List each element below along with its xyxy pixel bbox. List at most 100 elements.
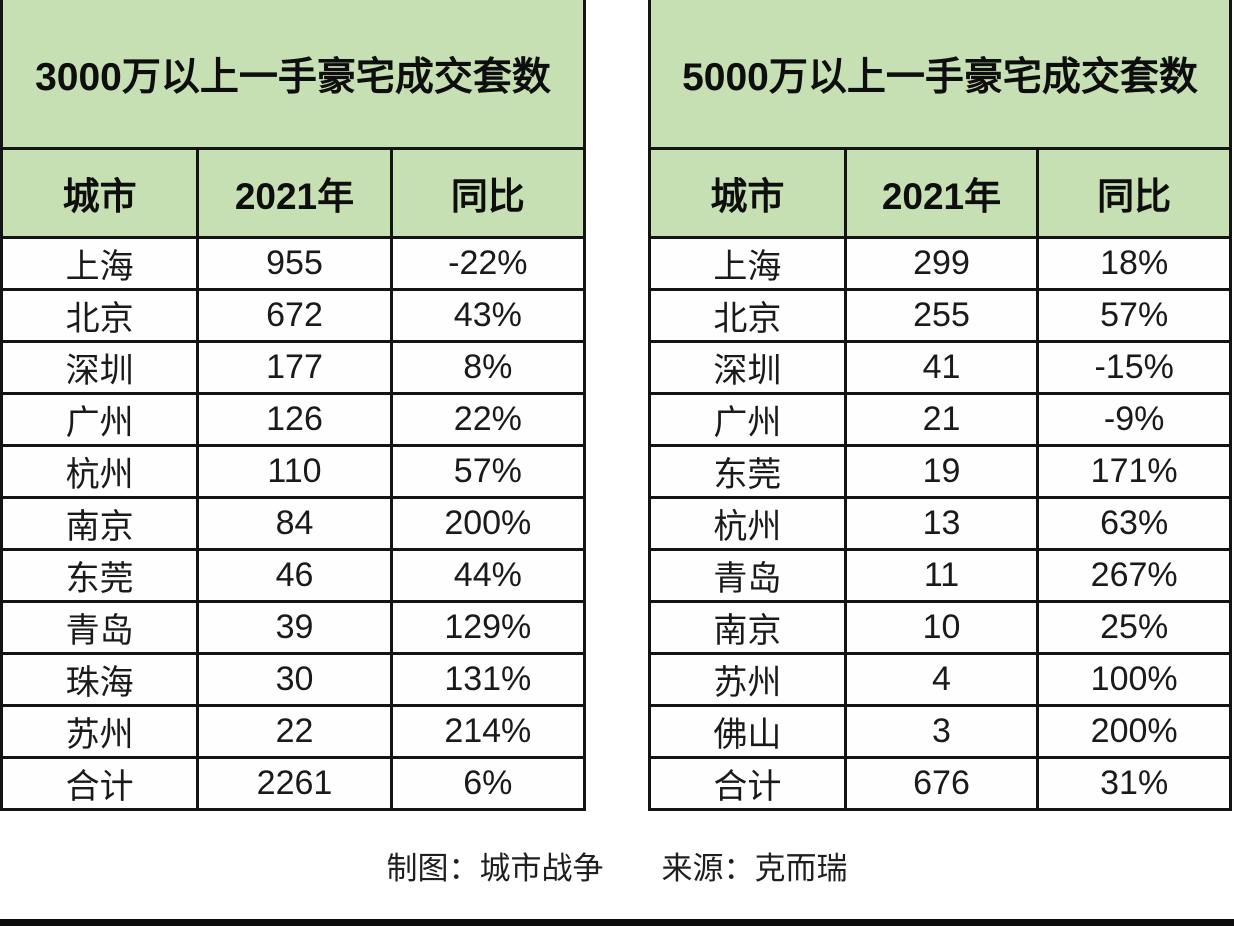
table-row: 苏州 4 100% (651, 652, 1229, 704)
city-cell: 苏州 (3, 707, 197, 756)
count-2021-cell: 2261 (196, 759, 390, 808)
yoy-cell: 8% (389, 343, 583, 392)
city-cell: 杭州 (3, 447, 197, 496)
table-row: 深圳 177 8% (3, 340, 583, 392)
table-row: 广州 126 22% (3, 392, 583, 444)
yoy-cell: 25% (1036, 603, 1229, 652)
footer-source: 来源：克而瑞 (661, 850, 848, 886)
city-cell: 青岛 (651, 551, 844, 600)
table-row: 上海 299 18% (651, 236, 1229, 288)
count-2021-cell: 84 (196, 499, 390, 548)
yoy-cell: 100% (1036, 655, 1229, 704)
yoy-cell: 267% (1036, 551, 1229, 600)
city-cell: 合计 (651, 759, 844, 808)
yoy-cell: -15% (1036, 343, 1229, 392)
count-2021-cell: 955 (196, 239, 390, 288)
city-cell: 东莞 (3, 551, 197, 600)
column-header: 2021年 (843, 150, 1037, 236)
yoy-cell: 22% (389, 395, 583, 444)
city-cell: 珠海 (3, 655, 197, 704)
yoy-cell: -9% (1036, 395, 1229, 444)
table-header-row: 城市 2021年 同比 (3, 147, 583, 236)
yoy-cell: 57% (1036, 291, 1229, 340)
yoy-cell: 44% (389, 551, 583, 600)
count-2021-cell: 255 (843, 291, 1037, 340)
city-cell: 佛山 (651, 707, 844, 756)
count-2021-cell: 21 (843, 395, 1037, 444)
city-cell: 东莞 (651, 447, 844, 496)
yoy-cell: 43% (389, 291, 583, 340)
count-2021-cell: 19 (843, 447, 1037, 496)
count-2021-cell: 299 (843, 239, 1037, 288)
city-cell: 广州 (3, 395, 197, 444)
count-2021-cell: 4 (843, 655, 1037, 704)
table-row: 东莞 46 44% (3, 548, 583, 600)
city-cell: 南京 (651, 603, 844, 652)
table-row: 东莞 19 171% (651, 444, 1229, 496)
table-header-row: 城市 2021年 同比 (651, 147, 1229, 236)
count-2021-cell: 22 (196, 707, 390, 756)
table-row: 合计 2261 6% (3, 756, 583, 808)
table-row: 青岛 39 129% (3, 600, 583, 652)
yoy-cell: 214% (389, 707, 583, 756)
count-2021-cell: 177 (196, 343, 390, 392)
city-cell: 苏州 (651, 655, 844, 704)
city-cell: 合计 (3, 759, 197, 808)
city-cell: 北京 (651, 291, 844, 340)
column-header: 城市 (3, 150, 197, 236)
yoy-cell: -22% (389, 239, 583, 288)
table-row: 北京 672 43% (3, 288, 583, 340)
table-50m-luxury: 5000万以上一手豪宅成交套数 城市 2021年 同比 上海 299 18% 北京 255 5… (648, 0, 1232, 811)
yoy-cell: 18% (1036, 239, 1229, 288)
column-header: 同比 (1036, 150, 1229, 236)
yoy-cell: 57% (389, 447, 583, 496)
table-row: 杭州 13 63% (651, 496, 1229, 548)
table-row: 南京 84 200% (3, 496, 583, 548)
table-row: 广州 21 -9% (651, 392, 1229, 444)
yoy-cell: 31% (1036, 759, 1229, 808)
column-header: 同比 (389, 150, 583, 236)
count-2021-cell: 13 (843, 499, 1037, 548)
city-cell: 上海 (3, 239, 197, 288)
count-2021-cell: 672 (196, 291, 390, 340)
count-2021-cell: 11 (843, 551, 1037, 600)
count-2021-cell: 3 (843, 707, 1037, 756)
table-30m-luxury: 3000万以上一手豪宅成交套数 城市 2021年 同比 上海 955 -22% 北京 672… (0, 0, 586, 811)
column-header: 2021年 (196, 150, 390, 236)
yoy-cell: 200% (389, 499, 583, 548)
table-row: 珠海 30 131% (3, 652, 583, 704)
city-cell: 杭州 (651, 499, 844, 548)
table-row: 青岛 11 267% (651, 548, 1229, 600)
city-cell: 上海 (651, 239, 844, 288)
yoy-cell: 131% (389, 655, 583, 704)
count-2021-cell: 126 (196, 395, 390, 444)
table-row: 佛山 3 200% (651, 704, 1229, 756)
city-cell: 广州 (651, 395, 844, 444)
yoy-cell: 63% (1036, 499, 1229, 548)
footer: 制图：城市战争 来源：克而瑞 (0, 811, 1234, 919)
count-2021-cell: 110 (196, 447, 390, 496)
footer-credit: 制图：城市战争 (386, 850, 604, 886)
table-row: 南京 10 25% (651, 600, 1229, 652)
table-title: 3000万以上一手豪宅成交套数 (3, 0, 583, 147)
table-row: 上海 955 -22% (3, 236, 583, 288)
count-2021-cell: 41 (843, 343, 1037, 392)
city-cell: 北京 (3, 291, 197, 340)
yoy-cell: 171% (1036, 447, 1229, 496)
table-row: 深圳 41 -15% (651, 340, 1229, 392)
table-title: 5000万以上一手豪宅成交套数 (651, 0, 1229, 147)
count-2021-cell: 39 (196, 603, 390, 652)
city-cell: 深圳 (3, 343, 197, 392)
city-cell: 南京 (3, 499, 197, 548)
count-2021-cell: 10 (843, 603, 1037, 652)
count-2021-cell: 30 (196, 655, 390, 704)
city-cell: 青岛 (3, 603, 197, 652)
table-row: 苏州 22 214% (3, 704, 583, 756)
yoy-cell: 200% (1036, 707, 1229, 756)
table-row: 合计 676 31% (651, 756, 1229, 808)
count-2021-cell: 46 (196, 551, 390, 600)
yoy-cell: 6% (389, 759, 583, 808)
yoy-cell: 129% (389, 603, 583, 652)
column-header: 城市 (651, 150, 844, 236)
